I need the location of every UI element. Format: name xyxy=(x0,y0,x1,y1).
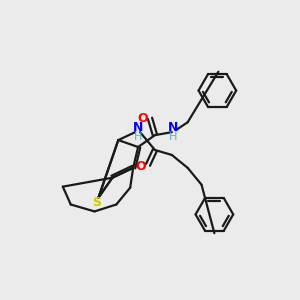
Text: N: N xyxy=(133,121,143,134)
Text: H: H xyxy=(134,132,142,142)
Text: N: N xyxy=(168,121,178,134)
Text: O: O xyxy=(138,112,148,125)
Text: H: H xyxy=(169,132,177,142)
Text: S: S xyxy=(92,196,101,209)
Text: O: O xyxy=(136,160,146,173)
